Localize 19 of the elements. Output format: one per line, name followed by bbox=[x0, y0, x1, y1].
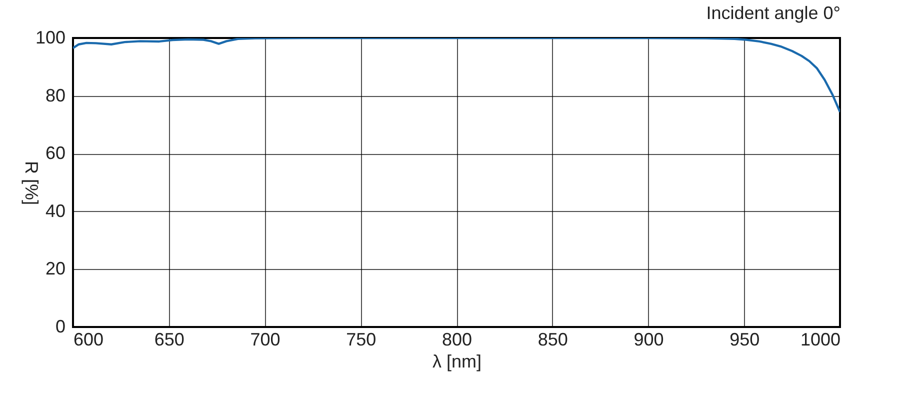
y-tick-label: 0 bbox=[55, 316, 66, 336]
y-tick-label: 40 bbox=[45, 200, 66, 221]
x-axis-title: λ [nm] bbox=[432, 352, 482, 372]
x-tick-label: 750 bbox=[346, 330, 376, 350]
y-tick-label: 100 bbox=[35, 28, 66, 48]
x-tick-label: 600 bbox=[74, 330, 104, 350]
line-series bbox=[73, 38, 840, 114]
x-tick-label: 650 bbox=[154, 330, 184, 350]
y-tick-label: 60 bbox=[45, 143, 66, 164]
text: Incident angle 0° bbox=[706, 3, 840, 23]
y-tick-label: 80 bbox=[45, 85, 66, 106]
x-tick-label: 700 bbox=[250, 330, 280, 350]
y-tick-label: 20 bbox=[45, 258, 66, 279]
x-tick-label: 1000 bbox=[800, 330, 840, 350]
x-tick-label: 950 bbox=[730, 330, 760, 350]
x-tick-label: 900 bbox=[634, 330, 664, 350]
x-tick-label: 850 bbox=[538, 330, 568, 350]
y-axis-title: R [%] bbox=[21, 160, 42, 206]
x-tick-label: 800 bbox=[442, 330, 472, 350]
